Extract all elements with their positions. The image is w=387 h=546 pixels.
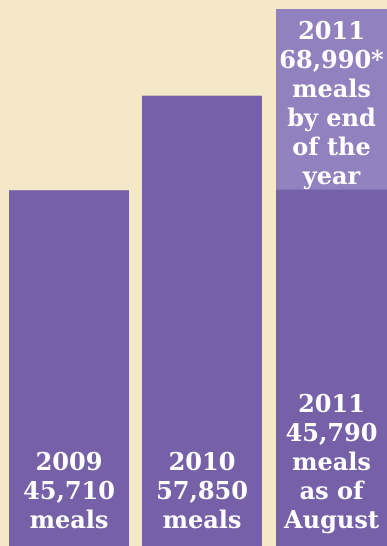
label-2011-projection: 2011 68,990* meals by end of the year [279, 16, 384, 190]
label-2010-line: 57,850 [156, 476, 248, 505]
label-2011-projection-line: by end [287, 103, 376, 132]
label-2011-actual-line: 45,790 [286, 418, 378, 447]
label-2011-projection-line: of the [292, 132, 371, 161]
bar-2010 [142, 95, 262, 546]
label-2010-line: 2010 [169, 447, 236, 476]
bar-2011-actual [276, 189, 387, 546]
label-2011-actual-line: 2011 [298, 389, 365, 418]
label-2011-projection-line: 68,990* [279, 45, 384, 74]
label-2011-actual-line: meals [292, 447, 371, 476]
label-2010-line: meals [163, 505, 242, 534]
label-2009-line: 45,710 [23, 476, 115, 505]
label-2011-projection-line: 2011 [298, 16, 365, 45]
label-2009: 2009 45,710 meals [23, 447, 115, 534]
label-2010: 2010 57,850 meals [156, 447, 248, 534]
label-2011-actual-line: August [283, 505, 379, 534]
bar-2009 [9, 190, 129, 546]
label-2009-line: meals [30, 505, 109, 534]
label-2011-actual: 2011 45,790 meals as of August [283, 389, 379, 534]
label-2009-line: 2009 [36, 447, 103, 476]
label-2011-projection-line: meals [292, 74, 371, 103]
label-2011-projection-line: year [302, 161, 361, 190]
label-2011-actual-line: as of [300, 476, 365, 505]
